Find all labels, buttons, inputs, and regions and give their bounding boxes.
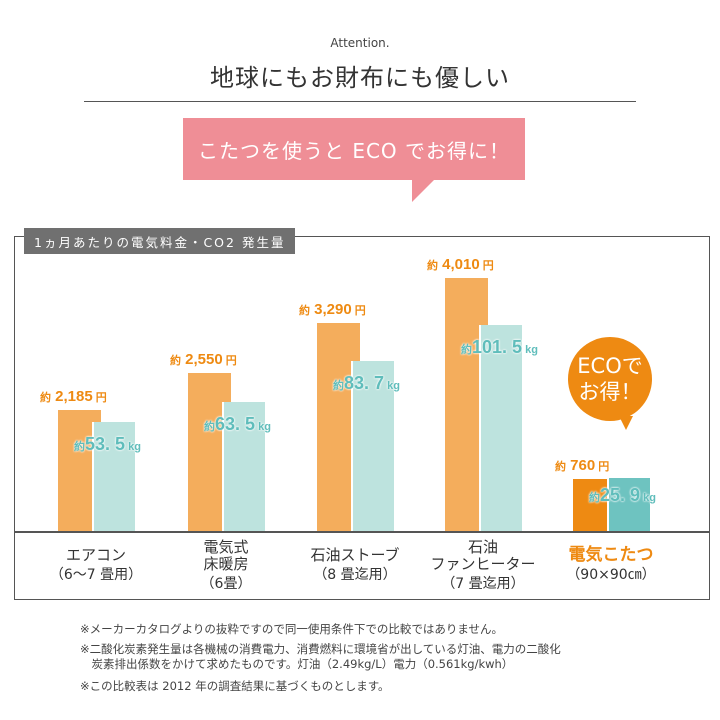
cost-label: 約 3,290 円 (299, 301, 366, 319)
eco-badge-line2: お得！ (578, 380, 642, 404)
divider (84, 101, 636, 102)
category-label: 電気こたつ （90×90㎝） (566, 545, 656, 584)
bar-co2 (92, 422, 135, 531)
eco-badge-line1: ECOで (577, 354, 643, 378)
eco-badge: ECOで お得！ (568, 337, 652, 421)
chart-frame (14, 236, 710, 600)
category-label: 石油ストーブ （8 畳迄用） (310, 546, 400, 584)
category-label: 電気式 床暖房 （6畳） (200, 538, 252, 593)
bar-co2 (607, 478, 650, 531)
cost-label: 約 4,010 円 (427, 256, 494, 273)
cost-label: 約 760 円 (555, 457, 610, 475)
co2-label: 約63. 5 kg (204, 414, 271, 435)
note: ※この比較表は 2012 年の調査結果に基づくものとします。 (80, 679, 390, 693)
bar-co2 (351, 361, 394, 531)
category-label: 石油 ファンヒーター （7 畳迄用） (430, 538, 536, 593)
category-label: エアコン （6〜7 畳用） (49, 546, 143, 584)
chart-title: 1ヵ月あたりの電気料金・CO2 発生量 (24, 228, 296, 254)
co2-label: 約25. 9 kg (589, 485, 656, 506)
bar-co2 (222, 402, 265, 531)
bar-co2 (479, 325, 522, 531)
eco-badge-tail (619, 416, 633, 430)
chart-baseline (14, 531, 710, 533)
cost-label: 約 2,550 円 (170, 350, 237, 368)
speech-bubble: こたつを使うと ECO でお得に！ (183, 118, 525, 180)
attention-label: Attention. (330, 36, 390, 50)
co2-label: 約53. 5 kg (74, 434, 141, 455)
page-title: 地球にもお財布にも優しい (210, 64, 510, 92)
note: 炭素排出係数をかけて求めたものです。灯油（2.49kg/L）電力（0.561kg… (80, 657, 514, 671)
co2-label: 約101. 5 kg (461, 337, 538, 357)
co2-label: 約83. 7 kg (333, 373, 400, 394)
note: ※二酸化炭素発生量は各機械の消費電力、消費燃料に環境省が出している灯油、電力の二… (80, 642, 561, 656)
note: ※メーカーカタログよりの抜粋ですので同一使用条件下での比較ではありません。 (80, 622, 504, 636)
cost-label: 約 2,185 円 (40, 387, 107, 405)
speech-bubble-tail (412, 180, 434, 202)
